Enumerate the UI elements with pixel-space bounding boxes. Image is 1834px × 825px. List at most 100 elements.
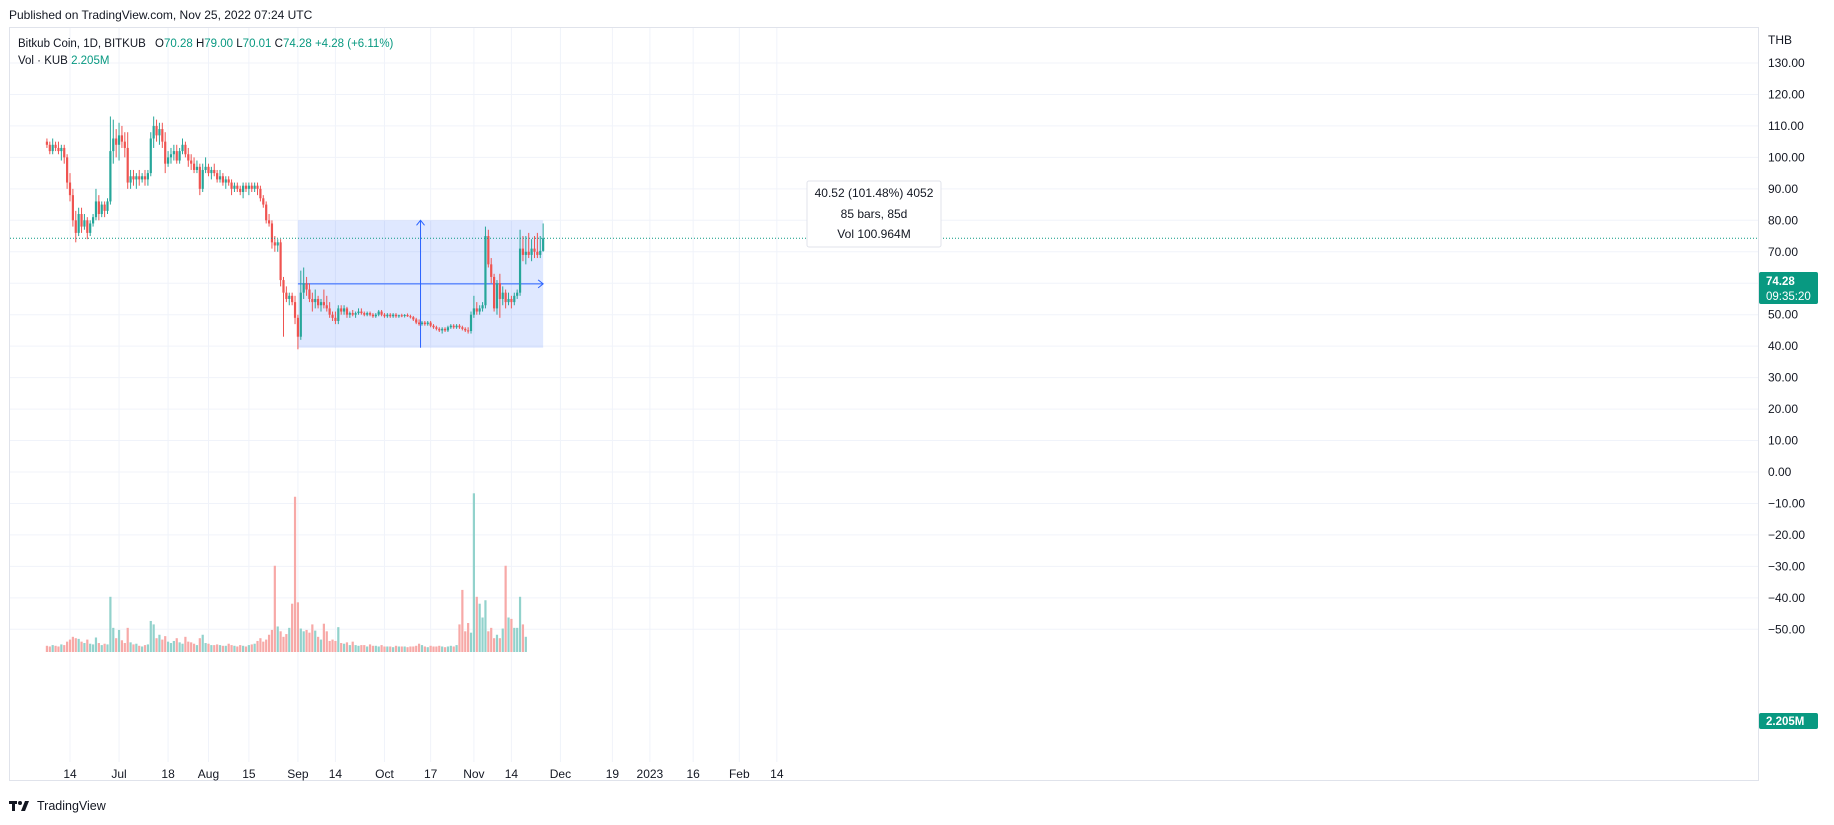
volume-bar <box>435 646 438 652</box>
volume-bar <box>227 643 230 652</box>
volume-bar <box>63 645 66 652</box>
volume-bar <box>443 647 447 652</box>
volume-bar <box>132 644 135 652</box>
candle-body <box>443 328 447 331</box>
volume-bar <box>314 630 317 652</box>
price-tick-label: 30.00 <box>1768 371 1798 385</box>
candle-body <box>293 302 297 318</box>
volume-bar <box>233 645 236 652</box>
price-axis[interactable]: THB 130.00 120.00 110.00 100.00 90.00 80.00 70… <box>1768 33 1805 636</box>
volume-bar <box>302 631 305 652</box>
footer[interactable]: TradingView <box>9 799 106 813</box>
volume-bar <box>152 624 155 652</box>
candle-body <box>288 295 291 299</box>
time-tick-label: Nov <box>463 767 484 781</box>
time-tick-label: 14 <box>770 767 784 781</box>
tradingview-logo-icon <box>9 799 31 813</box>
time-tick-label: 14 <box>63 767 77 781</box>
candle-body <box>103 204 106 211</box>
candle-body <box>66 157 69 183</box>
low-label: L <box>236 38 243 50</box>
last-volume-value: 2.205M <box>1766 716 1804 728</box>
time-axis[interactable]: 14 Jul 18 Aug 15 Sep 14 Oct 17 Nov 14 Dec 19 2023 16 Fe… <box>63 767 783 781</box>
candle-body <box>498 283 501 299</box>
volume-bar <box>282 636 285 652</box>
candle-body <box>143 176 147 180</box>
volume-bar <box>77 638 80 652</box>
candle-body <box>224 179 227 183</box>
volume-bar <box>253 643 256 652</box>
volume-bar <box>374 645 377 652</box>
volume-bar <box>513 627 516 652</box>
candle-body <box>77 214 80 233</box>
candle-body <box>331 314 334 318</box>
volume-bar <box>117 629 121 652</box>
candle-body <box>273 242 276 246</box>
candle-body <box>340 308 343 312</box>
candle-body <box>467 330 470 332</box>
candle-body <box>236 185 239 189</box>
volume-label[interactable]: Vol · KUB <box>18 55 68 67</box>
candle-body <box>481 305 484 309</box>
volume-bar <box>521 624 525 652</box>
time-tick-label: Oct <box>375 767 394 781</box>
low-value: 70.01 <box>242 38 272 50</box>
volume-bar <box>244 646 248 652</box>
volume-bar <box>452 646 455 652</box>
candle-body <box>458 325 461 328</box>
volume-bar <box>386 646 389 652</box>
candle-body <box>175 151 178 161</box>
candle-body <box>270 223 274 243</box>
candle-body <box>415 319 418 323</box>
volume-bar <box>198 638 201 652</box>
volume-bar <box>146 644 149 652</box>
volume-bar <box>481 617 484 652</box>
volume-bar <box>340 643 343 652</box>
volume-bar <box>311 624 314 652</box>
volume-bar <box>195 645 199 652</box>
volume-bar <box>135 643 138 652</box>
chart-frame[interactable] <box>9 27 1759 781</box>
measure-range[interactable] <box>297 219 544 348</box>
volume-bar <box>348 645 351 652</box>
candle-body <box>169 154 173 158</box>
volume-bar <box>317 636 320 652</box>
candle-body <box>227 179 230 183</box>
price-tick-label: −40.00 <box>1768 591 1805 605</box>
candle-body <box>129 176 132 183</box>
candle-body <box>510 298 513 303</box>
last-price-value: 74.28 <box>1766 276 1795 288</box>
price-tick-label: 40.00 <box>1768 339 1798 353</box>
volume-bar <box>357 645 360 652</box>
candle-body <box>299 292 302 337</box>
volume-bar <box>100 645 103 652</box>
candle-body <box>218 176 222 180</box>
volume-bar <box>103 643 106 652</box>
volume-bar <box>86 639 89 652</box>
footer-brand: TradingView <box>37 799 106 813</box>
volume-bar <box>504 565 507 652</box>
price-tick-label: −30.00 <box>1768 559 1805 573</box>
volume-bar <box>210 645 213 652</box>
volume-bar <box>293 496 297 652</box>
price-tick-label: −20.00 <box>1768 528 1805 542</box>
candle-body <box>412 317 415 320</box>
volume-bar <box>45 645 49 652</box>
candle-body <box>334 317 337 321</box>
candle-body <box>51 144 54 152</box>
symbol-label[interactable]: Bitkub Coin, 1D, BITKUB <box>18 38 146 50</box>
time-tick-label: 16 <box>686 767 700 781</box>
candle-body <box>354 313 357 315</box>
volume-bar <box>161 639 164 652</box>
candle-body <box>161 129 164 142</box>
volume-bar <box>126 627 129 652</box>
candle-body <box>132 176 135 180</box>
candle-body <box>348 313 351 315</box>
volume-bar <box>507 617 510 652</box>
volume-bar <box>192 643 196 652</box>
time-tick-label: 18 <box>161 767 175 781</box>
volume-bar <box>328 640 331 652</box>
tooltip-line-2: 85 bars, 85d <box>841 207 908 221</box>
volume-bar <box>143 645 147 652</box>
